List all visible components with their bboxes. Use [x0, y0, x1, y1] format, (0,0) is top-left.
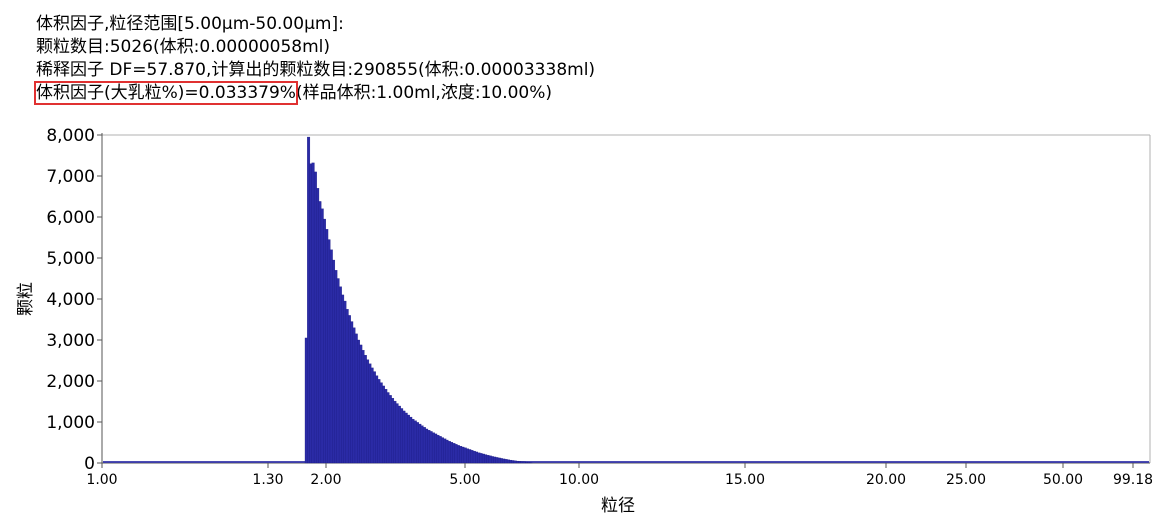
x-tick-label: 1.30: [252, 472, 283, 488]
x-tick-label: 1.00: [86, 472, 117, 488]
x-tick-label: 50.00: [1043, 472, 1083, 488]
x-tick-label: 10.00: [559, 472, 599, 488]
x-axis: 1.00 1.30 2.00 5.00 10.00 15.00 20.00 25.00 50.0…: [86, 463, 1153, 488]
x-axis-label: 粒径: [601, 496, 635, 516]
y-tick-label: 3,000: [46, 331, 95, 351]
y-axis-label: 颗粒: [16, 282, 36, 316]
y-tick-label: 5,000: [46, 249, 95, 269]
sample-info: (样品体积:1.00ml,浓度:10.00%): [295, 83, 553, 103]
y-tick-label: 8,000: [46, 126, 95, 146]
y-tick-label: 4,000: [46, 290, 95, 310]
x-tick-label: 2.00: [310, 472, 341, 488]
dilution-factor-line: 稀释因子 DF=57.870,计算出的颗粒数目:290855(体积:0.0000…: [36, 60, 596, 80]
y-tick-label: 0: [84, 454, 95, 474]
volume-factor-line: 体积因子(大乳粒%)=0.033379%(样品体积:1.00ml,浓度:10.0…: [34, 81, 595, 105]
x-tick-label: 15.00: [725, 472, 765, 488]
particle-count-line: 颗粒数目:5026(体积:0.00000058ml): [36, 37, 331, 57]
histogram-bars: [304, 136, 533, 464]
x-tick-label: 99.18: [1113, 472, 1153, 488]
y-axis: 0 1,000 2,000 3,000 4,000 5,000 6,000 7,000 8,00…: [46, 126, 102, 474]
y-tick-label: 1,000: [46, 413, 95, 433]
summary-header: 体积因子,粒径范围[5.00μm-50.00μm]: 颗粒数目:5026(体积:…: [34, 13, 596, 105]
x-tick-label: 25.00: [946, 472, 986, 488]
x-tick-label: 5.00: [449, 472, 480, 488]
chart-frame: [101, 133, 1151, 464]
baseline-bars: [103, 461, 1149, 463]
y-tick-label: 2,000: [46, 372, 95, 392]
volume-factor-highlight: 体积因子(大乳粒%)=0.033379%: [34, 81, 298, 105]
y-tick-label: 6,000: [46, 208, 95, 228]
x-tick-label: 20.00: [866, 472, 906, 488]
y-tick-label: 7,000: [46, 167, 95, 187]
particle-range-line: 体积因子,粒径范围[5.00μm-50.00μm]:: [36, 14, 344, 34]
